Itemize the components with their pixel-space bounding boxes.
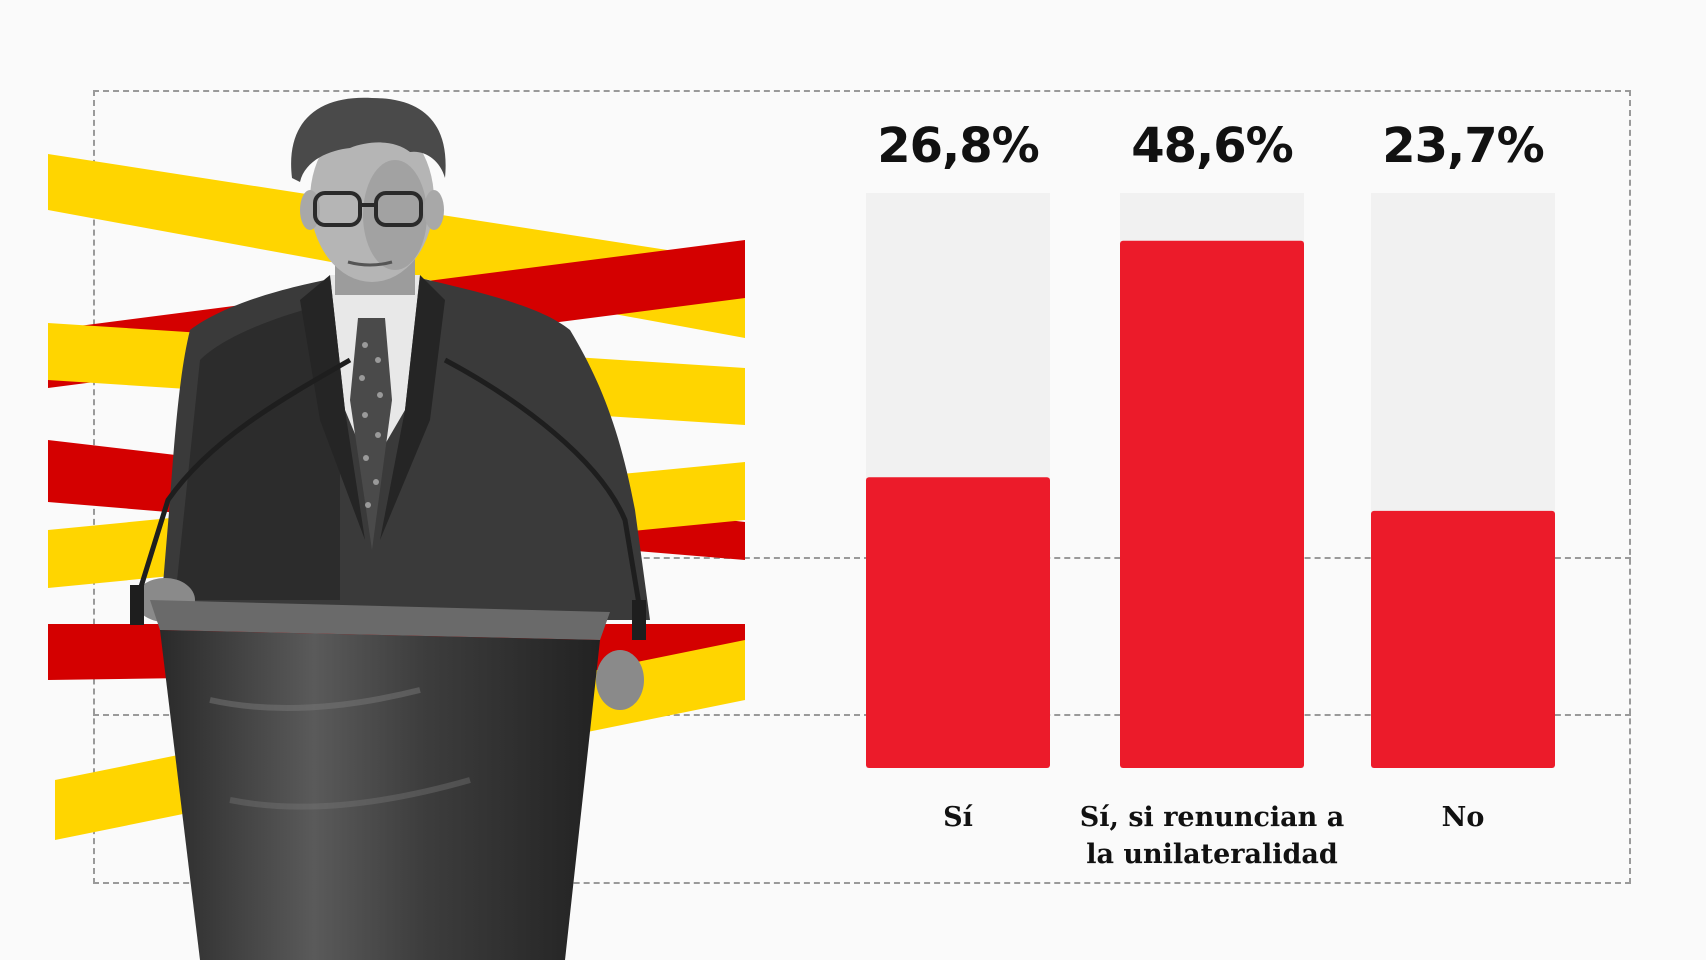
grid-line-upper xyxy=(93,557,1631,559)
suit-shadow xyxy=(175,300,340,600)
bar-3 xyxy=(1371,510,1555,768)
category-label-3: No xyxy=(1442,802,1485,833)
podium-top xyxy=(150,600,610,640)
bar-1 xyxy=(866,477,1050,768)
value-label-2: 48,6% xyxy=(1131,118,1293,174)
grid-line-lower xyxy=(93,714,1631,716)
face-shade xyxy=(363,160,427,270)
podium xyxy=(150,600,610,960)
lapel-right xyxy=(380,275,445,540)
podium-body xyxy=(160,630,600,960)
value-label-3: 23,7% xyxy=(1382,118,1544,174)
lapel-left xyxy=(300,275,365,540)
category-label-2-line-2: la unilateralidad xyxy=(1086,839,1338,870)
category-label-2-line-1: Sí, si renuncian a xyxy=(1080,802,1344,833)
bar-2 xyxy=(1120,240,1304,769)
speaker-illustration xyxy=(48,97,745,960)
microphones xyxy=(137,357,643,611)
person-figure xyxy=(130,97,650,710)
category-label-1: Sí xyxy=(943,802,973,833)
glasses xyxy=(313,191,423,227)
hair xyxy=(291,97,446,182)
value-label-1: 26,8% xyxy=(877,118,1039,174)
